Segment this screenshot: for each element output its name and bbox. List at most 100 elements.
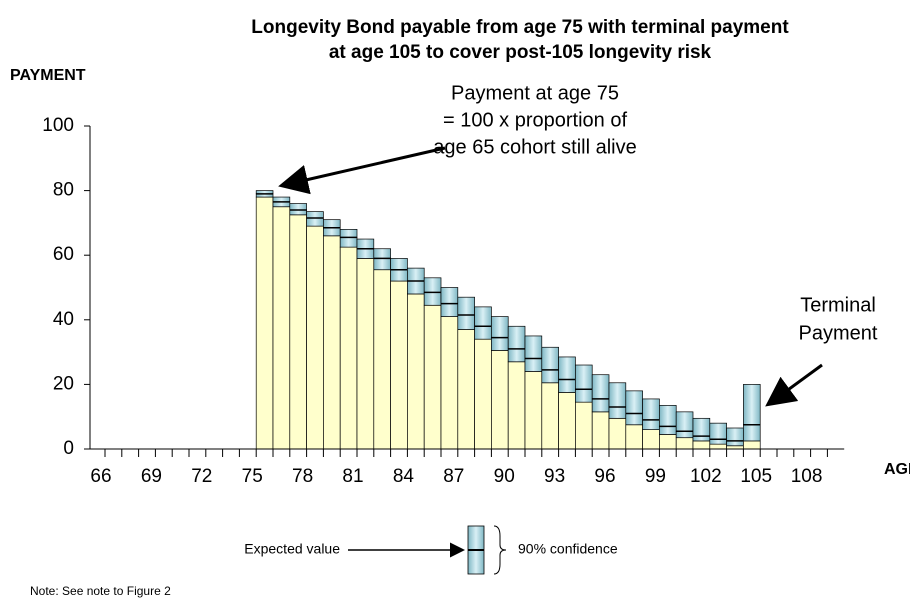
x-tick-label: 105 — [740, 466, 772, 487]
confidence-band-upper — [692, 417, 711, 437]
y-tick-label: 100 — [42, 115, 74, 136]
confidence-band-upper — [373, 248, 391, 259]
annotation: Terminal — [800, 294, 876, 316]
x-tick-label: 108 — [791, 466, 823, 487]
confidence-band-lower — [373, 258, 391, 271]
bar — [675, 437, 694, 450]
confidence-band-lower — [306, 217, 324, 227]
bar — [608, 417, 627, 450]
x-tick-label: 93 — [544, 466, 565, 487]
legend-brace — [493, 525, 507, 575]
x-tick-label: 72 — [191, 466, 212, 487]
confidence-band-lower — [323, 227, 341, 237]
confidence-band-upper — [407, 267, 425, 282]
x-tick-label: 75 — [242, 466, 263, 487]
confidence-band-lower — [440, 303, 459, 317]
bar — [440, 316, 459, 450]
x-tick-label: 66 — [90, 466, 111, 487]
bar — [591, 411, 610, 450]
bar — [709, 443, 727, 450]
confidence-band-upper — [591, 374, 610, 400]
bar — [255, 196, 274, 450]
bar — [407, 293, 425, 450]
bar — [306, 225, 324, 450]
legend-label: 90% confidence — [518, 541, 618, 557]
legend-label: Expected value — [244, 541, 340, 557]
bar — [390, 280, 408, 450]
confidence-band-lower — [407, 280, 425, 295]
bar — [692, 440, 711, 450]
y-tick-label: 40 — [53, 309, 74, 330]
bar — [743, 440, 761, 450]
bar — [659, 434, 677, 450]
bar — [323, 235, 341, 450]
confidence-band-upper — [524, 335, 543, 359]
x-tick-label: 102 — [690, 466, 722, 487]
chart-title: at age 105 to cover post-105 longevity r… — [329, 42, 712, 63]
y-tick-label: 0 — [63, 438, 74, 459]
y-tick-label: 80 — [53, 180, 74, 201]
x-tick-label: 87 — [443, 466, 464, 487]
bar — [642, 429, 660, 450]
confidence-band-lower — [625, 413, 643, 426]
confidence-band-lower — [524, 358, 543, 372]
confidence-band-upper — [608, 382, 627, 408]
bar — [356, 258, 375, 450]
confidence-band-upper — [474, 306, 492, 327]
confidence-band-lower — [423, 291, 442, 306]
bar — [524, 371, 543, 450]
confidence-band-upper — [675, 411, 694, 432]
chart-title: Longevity Bond payable from age 75 with … — [251, 17, 789, 38]
y-tick-label: 60 — [53, 244, 74, 265]
confidence-band-upper — [709, 422, 727, 440]
x-axis-label: AGE — [884, 461, 910, 478]
confidence-band-upper — [323, 219, 341, 229]
confidence-band-lower — [675, 430, 694, 439]
confidence-band-upper — [558, 356, 576, 380]
confidence-band-lower — [642, 419, 660, 430]
confidence-band-upper — [306, 211, 324, 219]
confidence-band-lower — [507, 348, 526, 363]
confidence-band-upper — [575, 364, 593, 390]
confidence-band-upper — [356, 238, 375, 250]
bar — [541, 382, 559, 450]
confidence-band-upper — [457, 296, 475, 316]
confidence-band-lower — [474, 325, 492, 340]
bar — [457, 329, 475, 450]
bar — [558, 392, 576, 450]
confidence-band-upper — [507, 325, 526, 350]
confidence-band-upper — [642, 398, 660, 421]
bar — [491, 350, 509, 450]
y-axis-label: PAYMENT — [10, 67, 86, 84]
x-tick-label: 69 — [141, 466, 162, 487]
x-tick-label: 90 — [494, 466, 515, 487]
annotation-arrow — [278, 146, 446, 195]
bar — [625, 424, 643, 450]
confidence-band-lower — [457, 314, 475, 330]
confidence-band-upper — [743, 384, 761, 426]
confidence-band-upper — [541, 346, 559, 371]
confidence-band-upper — [625, 390, 643, 414]
annotation: age 65 cohort still alive — [433, 136, 636, 158]
bar — [474, 338, 492, 450]
confidence-band-upper — [491, 316, 509, 338]
confidence-band-lower — [743, 424, 761, 442]
bar — [423, 304, 442, 450]
confidence-band-lower — [608, 406, 627, 419]
bar — [339, 246, 358, 450]
bar — [507, 361, 526, 450]
x-tick-label: 78 — [292, 466, 313, 487]
confidence-band-lower — [339, 237, 358, 248]
confidence-band-upper — [440, 287, 459, 304]
confidence-band-upper — [390, 258, 408, 271]
annotation: Payment at age 75 — [451, 82, 619, 104]
annotation: = 100 x proportion of — [443, 109, 627, 131]
confidence-band-upper — [726, 427, 744, 442]
x-tick-label: 96 — [594, 466, 615, 487]
bar — [373, 269, 391, 450]
confidence-band-lower — [591, 398, 610, 413]
annotation: Payment — [799, 322, 878, 344]
confidence-band-upper — [289, 203, 307, 211]
y-tick-label: 20 — [53, 373, 74, 394]
